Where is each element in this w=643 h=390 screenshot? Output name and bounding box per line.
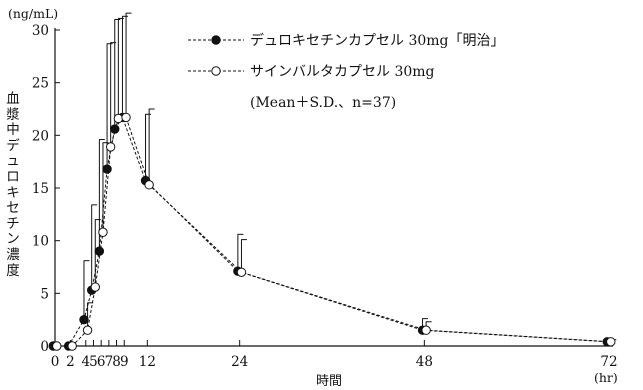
y-axis-label-char: 中 <box>6 122 20 139</box>
y-tick-label: 10 <box>32 234 49 250</box>
y-axis-label-char: ュ <box>6 153 20 170</box>
legend-note: (Mean＋S.D.、n=37) <box>250 95 397 111</box>
legend-label-series-1: デュロキセチンカプセル 30mg「明治」 <box>250 33 505 49</box>
x-axis-label: 時間 <box>316 374 343 389</box>
filled-point <box>94 246 105 256</box>
y-axis-label-char: ロ <box>6 168 20 185</box>
series-markers <box>48 112 616 351</box>
legend-filled-circle-icon <box>188 35 244 45</box>
open-point <box>113 113 124 124</box>
filled-point <box>102 164 112 174</box>
y-tick-label: 0 <box>40 339 49 355</box>
x-tick-label: 8 <box>112 354 121 370</box>
y-axis-label-char: セ <box>6 200 20 217</box>
x-tick-label: 4 <box>81 354 90 370</box>
open-point <box>236 267 247 277</box>
y-unit-label: (ng/mL) <box>8 6 59 21</box>
y-axis-label-char: チ <box>6 215 20 232</box>
y-axis-label-char: 度 <box>6 262 20 279</box>
x-unit-label: (hr) <box>594 370 618 385</box>
y-tick-label: 15 <box>32 181 49 197</box>
x-tick-label: 7 <box>105 354 114 370</box>
x-tick-label: 2 <box>66 354 75 370</box>
y-tick-label: 30 <box>32 23 49 39</box>
x-tick-label: 6 <box>97 354 106 370</box>
x-tick-label: 48 <box>416 354 433 370</box>
x-tick-label: 5 <box>89 354 98 370</box>
open-point <box>82 325 93 335</box>
y-axis-label-char: デ <box>6 137 20 154</box>
filled-point <box>110 124 120 134</box>
open-point <box>121 112 131 123</box>
x-tick-label: 24 <box>231 354 248 370</box>
y-tick-label: 25 <box>32 76 49 92</box>
x-tick-label: 0 <box>51 354 60 370</box>
x-tick-label: 9 <box>120 354 129 370</box>
legend-open-circle-icon <box>188 66 244 76</box>
axes-layer <box>54 28 613 347</box>
open-point <box>144 180 154 190</box>
y-axis-label-char: 濃 <box>6 246 20 263</box>
open-point <box>606 337 616 347</box>
open-point <box>98 227 108 237</box>
filled-point <box>79 314 89 325</box>
legend-label-series-2: サインバルタカプセル 30mg <box>250 64 435 80</box>
series-line-1 <box>53 116 608 347</box>
x-tick-label: 72 <box>600 354 617 370</box>
open-point <box>52 341 62 351</box>
y-axis-label-char: 血 <box>6 91 20 107</box>
x-tick-label: 12 <box>139 354 156 370</box>
y-axis-label-char: ン <box>6 231 20 248</box>
y-tick-label: 5 <box>40 286 49 302</box>
y-tick-label: 20 <box>32 128 49 144</box>
open-point <box>421 325 431 335</box>
series-lines <box>53 116 611 347</box>
open-point <box>67 341 77 351</box>
y-axis-label-char: 漿 <box>6 106 20 123</box>
open-point <box>90 282 100 292</box>
open-point <box>105 142 116 152</box>
y-axis-label-char: キ <box>6 184 20 201</box>
y-axis-label: 血漿中デュロキセチン濃度 <box>4 91 22 279</box>
series-line-2 <box>56 116 611 347</box>
